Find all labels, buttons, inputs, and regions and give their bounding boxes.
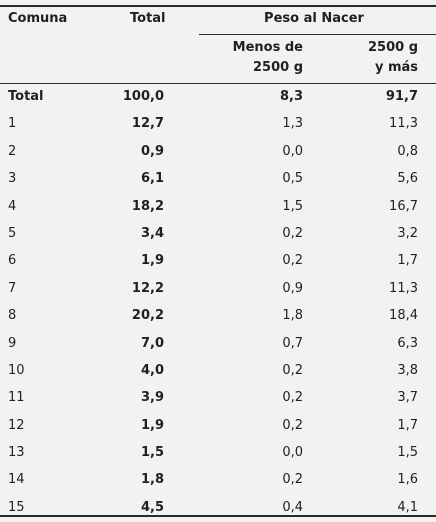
cell-2500-y-mas: 3,7 [397,390,418,406]
cell-menos-de-2500: 0,0 [282,445,303,461]
header-peso-al-nacer: Peso al Nacer [264,11,364,26]
cell-2500-y-mas: 11,3 [389,280,418,296]
cell-menos-de-2500: 0,4 [282,499,303,515]
cell-menos-de-2500: 0,5 [282,171,303,187]
header-menos-de-2500: Menos de 2500 g [199,38,303,78]
cell-2500-y-mas: 91,7 [385,89,418,104]
bottom-rule [0,515,436,517]
cell-total: 7,0 [140,335,164,351]
cell-menos-de-2500: 0,2 [282,472,303,488]
cell-total: 20,2 [131,308,164,324]
table-body: Total 100,0 8,3 91,7 1 12,7 1,3 11,3 2 0,9 0,0 0,8 3… [0,84,436,522]
table-row: 10 4,0 0,2 3,8 [0,358,436,385]
table-row: 6 1,9 0,2 1,7 [0,248,436,275]
cell-2500-y-mas: 4,1 [397,499,418,515]
table-row: 3 6,1 0,5 5,6 [0,166,436,193]
cell-menos-de-2500: 1,8 [282,308,303,324]
cell-menos-de-2500: 0,7 [282,335,303,351]
cell-comuna: 5 [8,225,17,241]
cell-menos-de-2500: 0,2 [282,225,303,241]
cell-2500-y-mas: 1,7 [397,253,418,269]
table-row: 4 18,2 1,5 16,7 [0,194,436,221]
table-row: 7 12,2 0,9 11,3 [0,276,436,303]
table-row: 9 7,0 0,7 6,3 [0,331,436,358]
cell-menos-de-2500: 0,9 [282,280,303,296]
cell-comuna: 6 [8,253,17,269]
cell-total: 1,9 [140,417,164,433]
cell-2500-y-mas: 16,7 [389,198,418,214]
table-row: 11 3,9 0,2 3,7 [0,385,436,412]
cell-2500-y-mas: 3,8 [397,362,418,378]
cell-total: 1,8 [140,472,164,488]
cell-comuna: 3 [8,171,17,187]
cell-total: 6,1 [140,171,164,187]
cell-comuna: 15 [8,499,25,515]
cell-total: 0,9 [140,143,164,159]
cell-2500-y-mas: 1,7 [397,417,418,433]
cell-menos-de-2500: 0,2 [282,253,303,269]
cell-comuna: 9 [8,335,17,351]
cell-total: 12,7 [131,116,164,132]
cell-2500-y-mas: 1,5 [397,445,418,461]
cell-comuna: 4 [8,198,17,214]
header-comuna: Comuna [8,11,68,26]
cell-menos-de-2500: 1,3 [282,116,303,132]
cell-total: 1,9 [140,253,164,269]
table-row: 5 3,4 0,2 3,2 [0,221,436,248]
cell-menos-de-2500: 1,5 [282,198,303,214]
header-menos-line1: Menos de [232,40,303,55]
cell-menos-de-2500: 0,0 [282,143,303,159]
cell-total: 12,2 [131,280,164,296]
cell-comuna: 10 [8,362,25,378]
header-menos-line2: 2500 g [252,60,303,75]
cell-menos-de-2500: 8,3 [279,89,303,104]
cell-comuna: 1 [8,116,17,132]
cell-total: 18,2 [131,198,164,214]
cell-menos-de-2500: 0,2 [282,417,303,433]
cell-comuna: 7 [8,280,17,296]
cell-total: 4,0 [140,362,164,378]
table-row: 15 4,5 0,4 4,1 [0,495,436,522]
cell-comuna: 8 [8,308,17,324]
cell-2500-y-mas: 5,6 [397,171,418,187]
top-rule [0,5,436,7]
cell-comuna: 13 [8,445,25,461]
cell-menos-de-2500: 0,2 [282,390,303,406]
header-group-rule [199,34,436,35]
cell-total: 100,0 [122,89,164,104]
cell-menos-de-2500: 0,2 [282,362,303,378]
table-row: 8 20,2 1,8 18,4 [0,303,436,330]
cell-2500-y-mas: 3,2 [397,225,418,241]
cell-2500-y-mas: 0,8 [397,143,418,159]
cell-2500-y-mas: 6,3 [397,335,418,351]
header-2500-y-mas: 2500 g y más [320,38,418,78]
cell-2500-y-mas: 11,3 [389,116,418,132]
cell-comuna: 12 [8,417,25,433]
cell-comuna: 2 [8,143,17,159]
cell-comuna: 11 [8,390,25,406]
cell-2500-y-mas: 1,6 [397,472,418,488]
cell-total: 3,9 [140,390,164,406]
cell-2500-y-mas: 18,4 [389,308,418,324]
cell-total: 1,5 [140,445,164,461]
cell-total: 3,4 [140,225,164,241]
table-row: Total 100,0 8,3 91,7 [0,84,436,111]
table-row: 13 1,5 0,0 1,5 [0,440,436,467]
table-row: 1 12,7 1,3 11,3 [0,111,436,138]
header-total: Total [130,11,166,26]
header-mas-line2: y más [374,60,418,75]
cell-total: 4,5 [140,499,164,515]
table-row: 2 0,9 0,0 0,8 [0,139,436,166]
table-row: 14 1,8 0,2 1,6 [0,467,436,494]
table-row: 12 1,9 0,2 1,7 [0,413,436,440]
header-mas-line1: 2500 g [367,40,418,55]
cell-comuna: 14 [8,472,25,488]
header-bottom-rule [0,83,436,84]
cell-comuna: Total [8,89,44,104]
